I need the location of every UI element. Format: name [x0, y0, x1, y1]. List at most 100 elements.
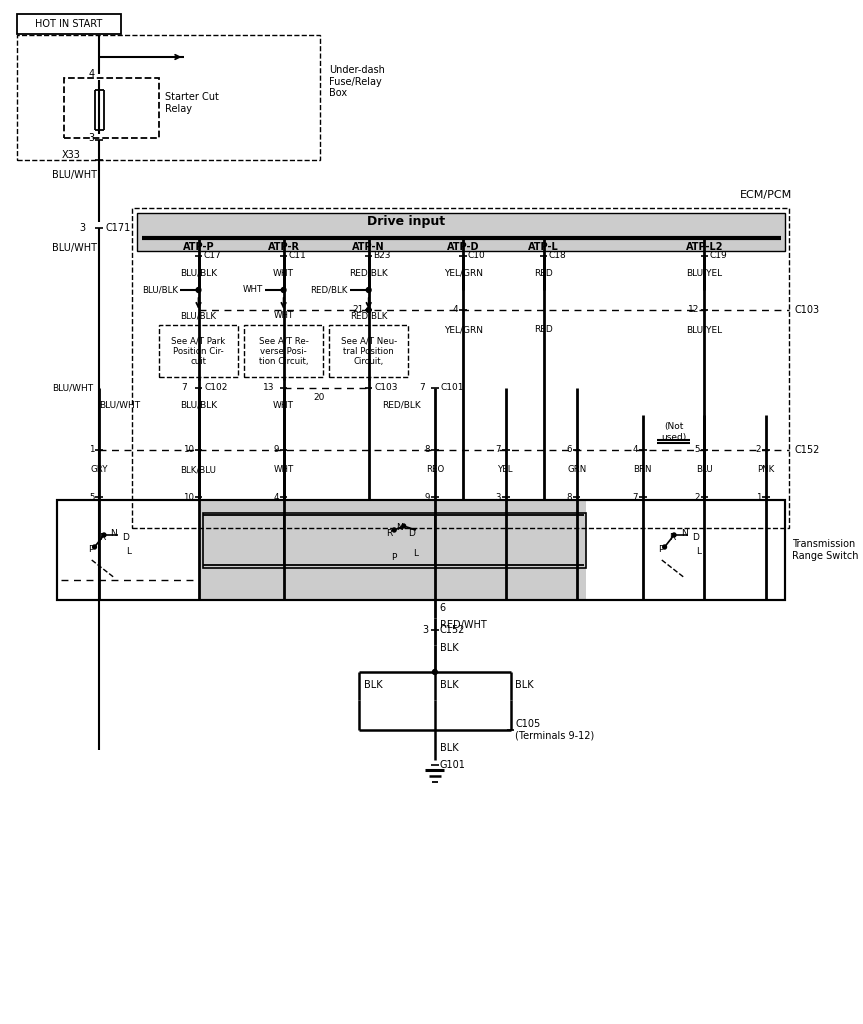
Circle shape — [92, 545, 97, 549]
Text: C19: C19 — [709, 252, 727, 260]
Text: C105
(Terminals 9-12): C105 (Terminals 9-12) — [515, 719, 595, 740]
Text: 2: 2 — [755, 445, 761, 455]
Text: Drive input: Drive input — [368, 215, 445, 228]
Bar — [329, 325, 408, 377]
Text: D: D — [692, 532, 699, 542]
Text: HOT IN START: HOT IN START — [35, 19, 103, 29]
Text: RED: RED — [534, 326, 553, 335]
Text: 9: 9 — [274, 445, 279, 455]
Text: Starter Cut
Relay: Starter Cut Relay — [166, 92, 219, 114]
Text: BLU/YEL: BLU/YEL — [686, 268, 722, 278]
Text: 4: 4 — [88, 69, 95, 79]
Text: ATP-D: ATP-D — [447, 242, 480, 252]
Text: See A/T Re-
verse Posi-
tion Circuit,: See A/T Re- verse Posi- tion Circuit, — [259, 336, 309, 366]
Text: D: D — [122, 532, 129, 542]
Circle shape — [402, 524, 406, 528]
Text: See A/T Neu-
tral Position
Circuit,: See A/T Neu- tral Position Circuit, — [341, 336, 397, 366]
Text: 6: 6 — [566, 445, 572, 455]
Circle shape — [393, 528, 396, 532]
Text: D: D — [408, 528, 415, 538]
Circle shape — [663, 545, 666, 549]
Text: R: R — [99, 532, 105, 542]
Text: BLK: BLK — [364, 680, 382, 690]
Text: 4: 4 — [633, 445, 638, 455]
Bar — [159, 325, 238, 377]
Text: 4: 4 — [453, 305, 458, 314]
Text: C10: C10 — [468, 252, 486, 260]
Text: 9: 9 — [425, 493, 430, 502]
Text: 2: 2 — [694, 493, 700, 502]
Text: ATP-P: ATP-P — [183, 242, 214, 252]
Bar — [244, 325, 324, 377]
Circle shape — [366, 288, 371, 293]
Text: 4: 4 — [274, 493, 279, 502]
Text: 3: 3 — [422, 625, 428, 635]
Circle shape — [432, 670, 438, 675]
Text: ATP-L2: ATP-L2 — [685, 242, 723, 252]
Text: BLK: BLK — [439, 743, 458, 753]
Text: L: L — [126, 548, 130, 556]
Text: BLU/WHT: BLU/WHT — [52, 384, 93, 392]
Text: WHT: WHT — [243, 286, 263, 295]
Text: BLK: BLK — [439, 680, 458, 690]
Text: 3: 3 — [88, 133, 95, 143]
Bar — [57, 500, 784, 600]
Text: RED/BLK: RED/BLK — [350, 268, 388, 278]
Text: Transmission
Range Switch: Transmission Range Switch — [792, 540, 859, 561]
Text: ATP-R: ATP-R — [268, 242, 299, 252]
Text: RED/BLK: RED/BLK — [350, 311, 387, 321]
Text: BLU/WHT: BLU/WHT — [52, 243, 97, 253]
Circle shape — [102, 534, 106, 537]
Text: C102: C102 — [205, 384, 228, 392]
Text: 21: 21 — [353, 305, 364, 314]
Text: P: P — [392, 554, 397, 562]
Text: YEL/GRN: YEL/GRN — [444, 268, 482, 278]
Text: 3: 3 — [495, 493, 501, 502]
Text: 1: 1 — [89, 445, 95, 455]
Text: N: N — [110, 528, 117, 538]
Bar — [57, 500, 784, 600]
Text: ECM/PCM: ECM/PCM — [740, 190, 792, 200]
Text: C18: C18 — [548, 252, 566, 260]
Text: C152: C152 — [439, 625, 465, 635]
Circle shape — [366, 307, 371, 312]
Text: BLU/WHT: BLU/WHT — [99, 400, 141, 410]
Text: RED/BLK: RED/BLK — [382, 400, 421, 410]
Bar — [132, 208, 790, 528]
Text: 7: 7 — [181, 384, 187, 392]
Text: G101: G101 — [439, 760, 465, 770]
Text: 5: 5 — [694, 445, 700, 455]
Text: WHT: WHT — [274, 466, 293, 474]
Text: C11: C11 — [288, 252, 306, 260]
Text: GRY: GRY — [91, 466, 108, 474]
Text: ATP-N: ATP-N — [352, 242, 385, 252]
Text: ATP-L: ATP-L — [528, 242, 559, 252]
Circle shape — [196, 288, 201, 293]
Bar — [204, 513, 586, 568]
Text: YEL: YEL — [498, 466, 513, 474]
Text: BLU/YEL: BLU/YEL — [686, 326, 722, 335]
Text: 10: 10 — [183, 445, 194, 455]
Text: RED/WHT: RED/WHT — [439, 620, 487, 630]
Text: N: N — [396, 523, 403, 532]
Text: BLU/BLK: BLU/BLK — [180, 268, 217, 278]
Text: BRN: BRN — [633, 466, 652, 474]
Text: BLK/BLU: BLK/BLU — [180, 466, 217, 474]
Text: BLK: BLK — [515, 680, 534, 690]
Text: R: R — [387, 528, 393, 538]
Text: 7: 7 — [419, 384, 425, 392]
Text: X33: X33 — [61, 150, 80, 160]
Text: L: L — [413, 549, 419, 557]
Text: R: R — [670, 532, 676, 542]
Bar — [198, 500, 586, 600]
Text: RED: RED — [534, 268, 553, 278]
Bar — [64, 78, 159, 138]
Text: REO: REO — [425, 466, 444, 474]
Text: 8: 8 — [566, 493, 572, 502]
Text: 6: 6 — [439, 603, 445, 613]
Text: YEL/GRN: YEL/GRN — [444, 326, 482, 335]
Text: 13: 13 — [262, 384, 274, 392]
Text: BLU/BLK: BLU/BLK — [142, 286, 178, 295]
Text: 7: 7 — [633, 493, 638, 502]
Text: BLK: BLK — [439, 643, 458, 653]
